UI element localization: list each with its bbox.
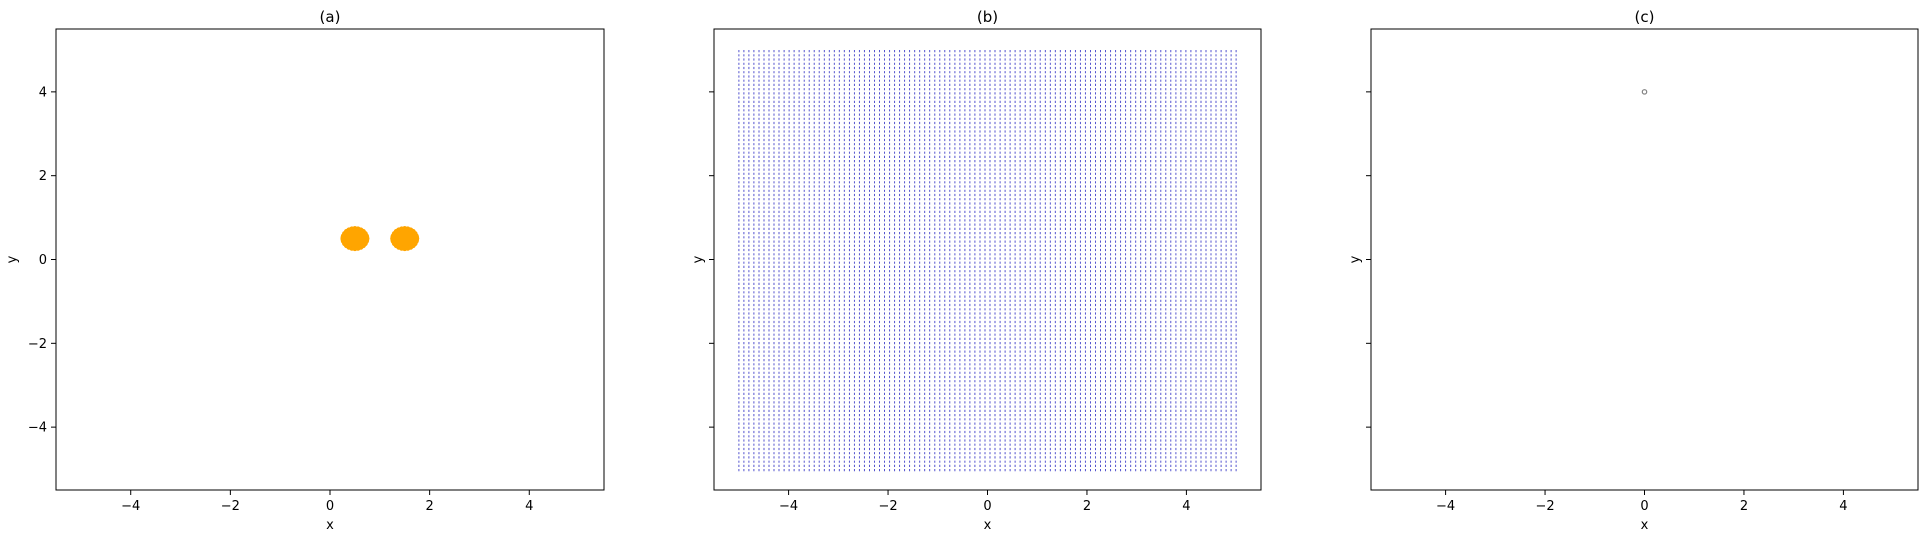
data-point [413,233,419,239]
y-axis-label: y [691,255,706,263]
data-series [738,50,1237,472]
y-tick-label: −4 [28,421,47,436]
x-tick-label: 2 [425,499,433,514]
x-tick-label: −4 [1436,499,1455,514]
y-tick-label: 4 [39,85,47,100]
panel-title: (c) [1635,8,1655,26]
data-series [340,225,420,252]
data-series [1641,89,1648,95]
y-tick-label: 0 [39,253,47,268]
x-tick-label: −2 [221,499,240,514]
x-axis-label: x [984,518,992,533]
data-point [363,233,369,239]
plot-area [56,29,604,490]
data-point-0 [1641,89,1648,95]
x-tick-label: 2 [1740,499,1748,514]
panel-c: −4 −2 0 2 4 x y (c) [1348,8,1919,533]
vector-arrows [738,50,1237,472]
y-tick-label: −2 [28,337,47,352]
panel-title: (b) [977,8,998,26]
x-tick-label: 4 [1839,499,1847,514]
y-tick-label: 2 [39,169,47,184]
x-tick-label: 0 [326,499,334,514]
x-axis-label: x [1641,518,1649,533]
x-tick-label: −4 [779,499,798,514]
panel-a: −4 −2 0 2 4 −4 −2 0 2 4 x y (a) [5,8,605,533]
panel-b: −4 −2 0 2 4 x y (b) [691,8,1262,533]
x-tick-label: −2 [1535,499,1554,514]
x-tick-label: −2 [878,499,897,514]
plot-area [1371,29,1918,490]
x-tick-label: 4 [525,499,533,514]
plot-area [714,29,1261,490]
x-axis-label: x [326,518,334,533]
x-tick-label: 0 [1640,499,1648,514]
x-tick-label: 4 [1182,499,1190,514]
panel-title: (a) [320,8,341,26]
x-tick-label: 0 [983,499,991,514]
x-tick-label: −4 [121,499,140,514]
y-axis-label: y [5,255,20,263]
x-tick-label: 2 [1083,499,1091,514]
y-axis-label: y [1348,255,1363,263]
